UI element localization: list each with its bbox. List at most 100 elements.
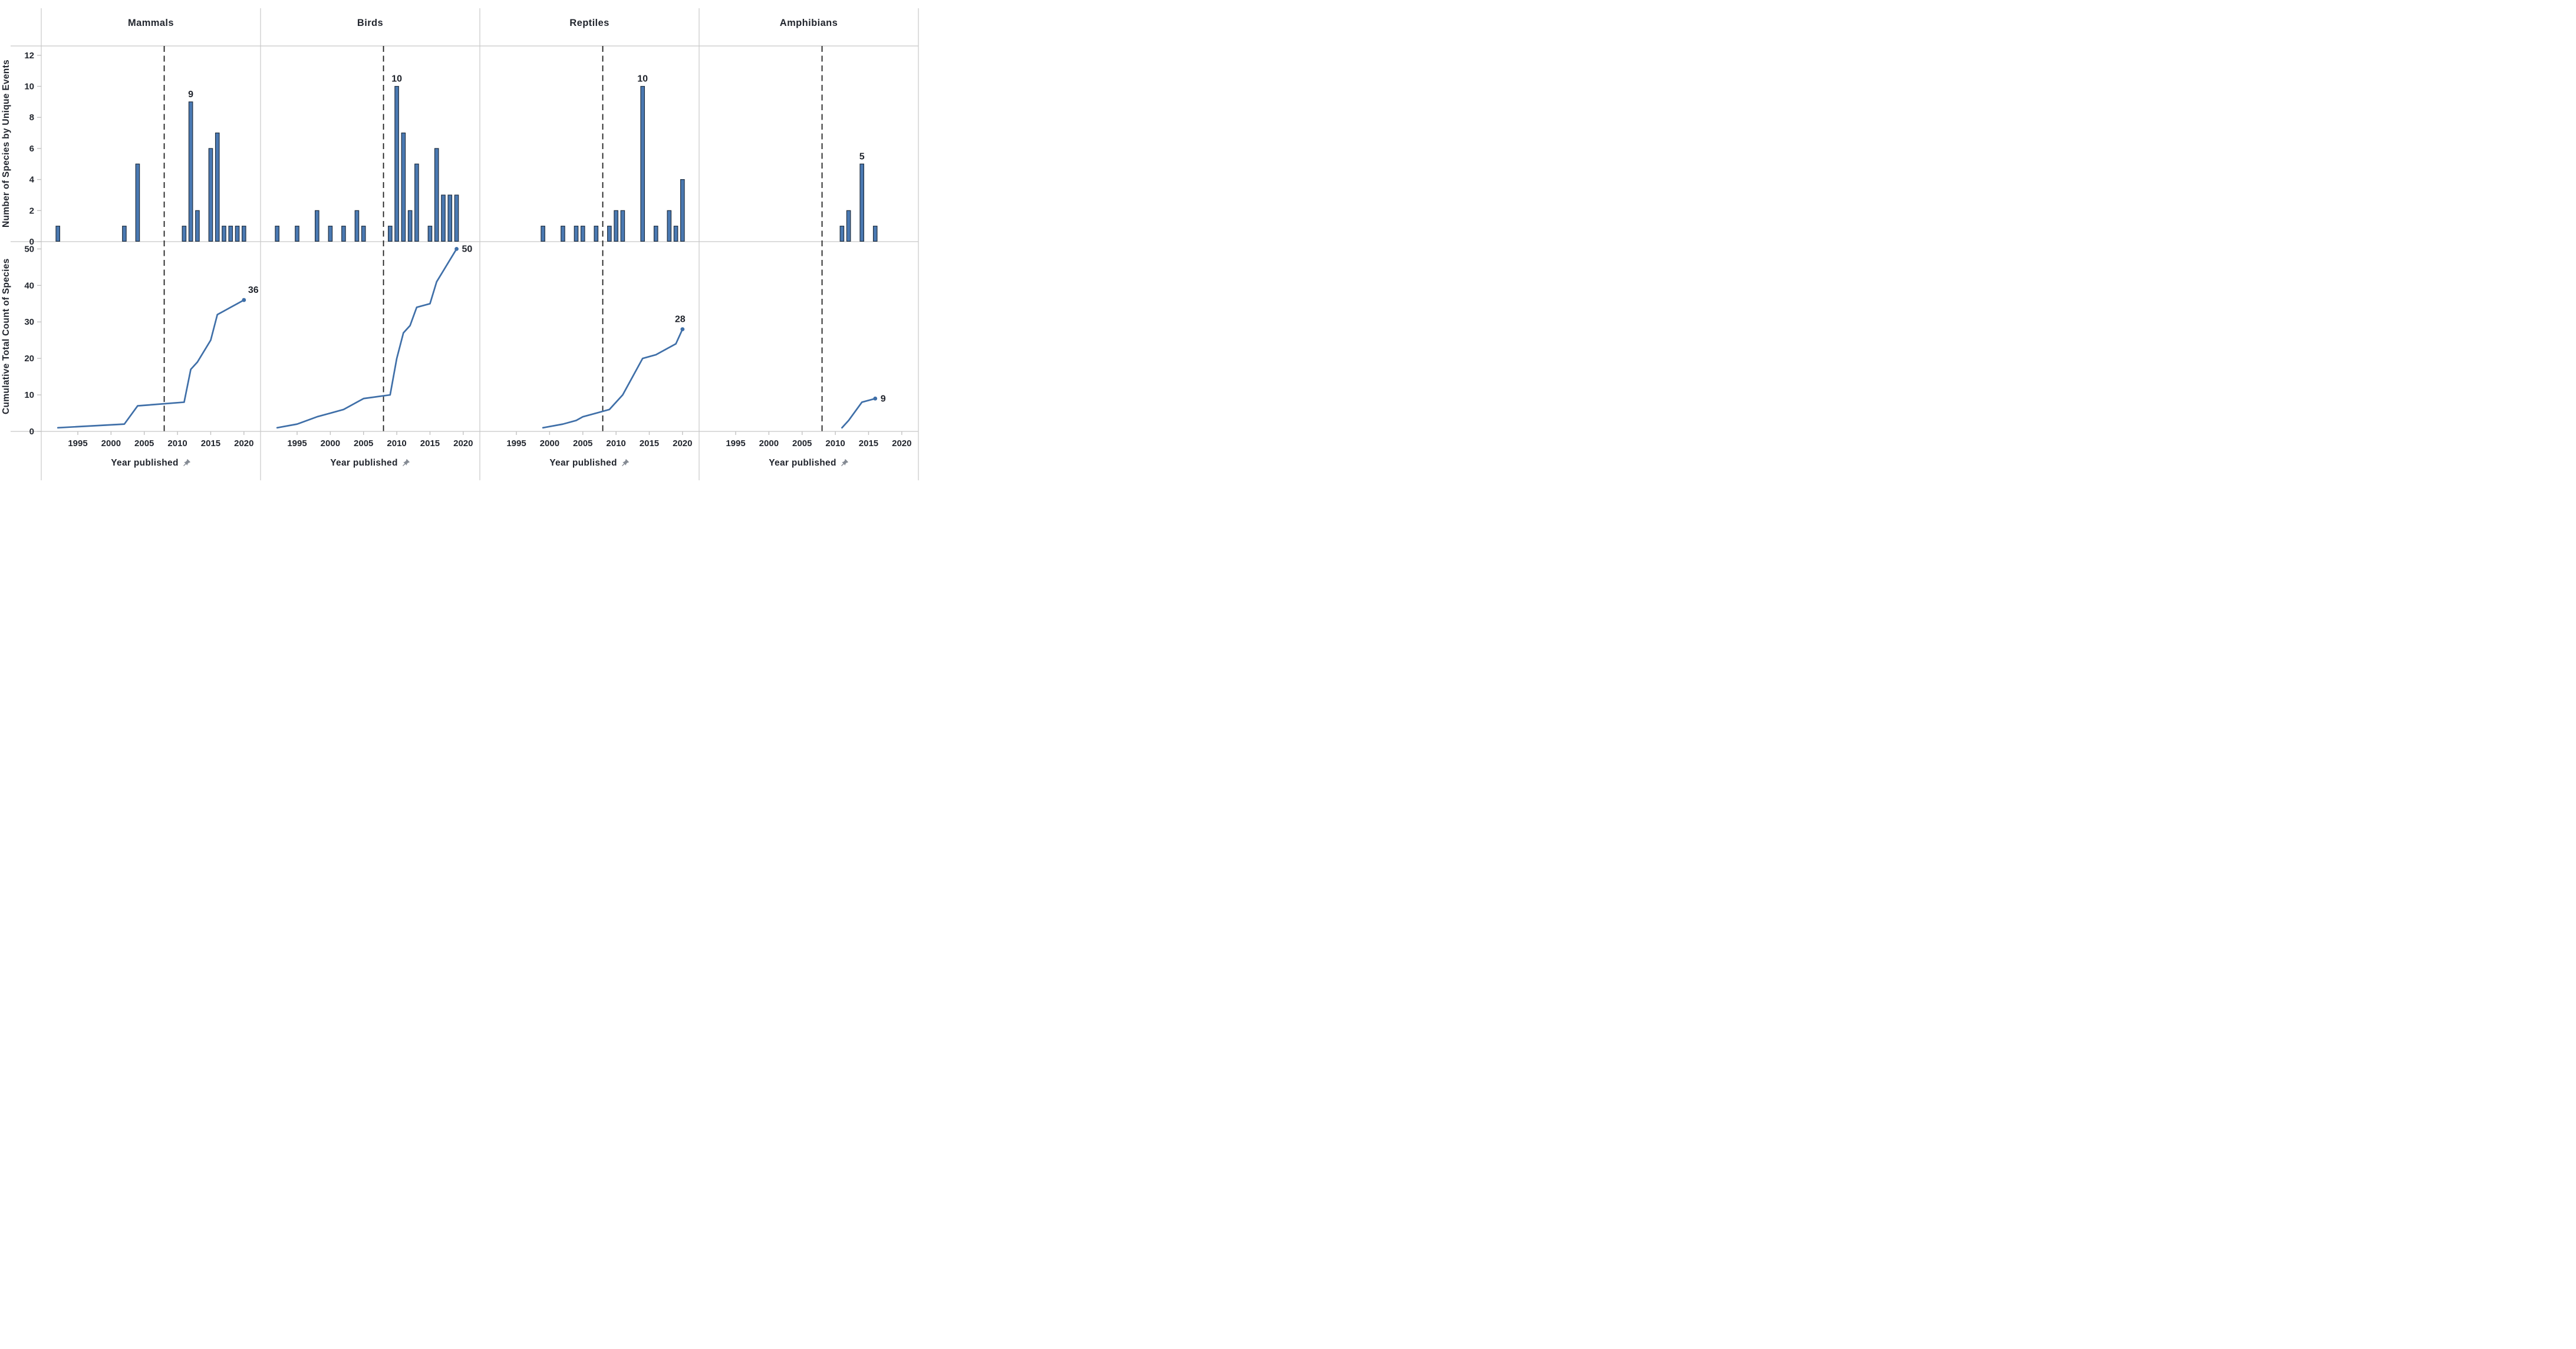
bar[interactable] [594, 226, 599, 242]
x-tick-label: 1995 [68, 438, 87, 448]
x-tick-label: 2000 [540, 438, 559, 448]
bar[interactable] [315, 210, 319, 242]
bar[interactable] [561, 226, 565, 242]
column-title-mammals: Mammals [127, 18, 174, 28]
bar[interactable] [208, 148, 213, 242]
line-end-value-label: 50 [462, 244, 473, 254]
bar[interactable] [454, 194, 459, 242]
bar[interactable] [361, 226, 366, 242]
bar-value-label: 5 [859, 151, 865, 161]
bar[interactable] [447, 194, 453, 242]
x-tick-label: 2015 [859, 438, 878, 448]
x-axis-title: Year published [480, 456, 699, 470]
bar[interactable] [846, 210, 851, 242]
bar[interactable] [667, 210, 672, 242]
bar[interactable] [614, 210, 618, 242]
x-axis-title-text: Year published [549, 458, 617, 468]
y-tick-label: 2 [29, 206, 34, 216]
bar[interactable] [394, 85, 399, 242]
line-end-value-label: 28 [675, 315, 686, 325]
y-tick-label: 12 [24, 51, 34, 61]
bar[interactable] [653, 226, 658, 242]
line-end-dot[interactable] [454, 246, 459, 251]
x-tick-label: 1995 [726, 438, 745, 448]
bar[interactable] [859, 163, 864, 242]
bar[interactable] [407, 210, 413, 242]
bar[interactable] [182, 226, 187, 242]
cumulative-line[interactable] [841, 397, 877, 429]
x-tick-label: 2005 [354, 438, 373, 448]
bar[interactable] [222, 226, 226, 242]
x-tick-label: 2020 [892, 438, 911, 448]
bar[interactable] [574, 226, 579, 242]
bar[interactable] [55, 226, 60, 242]
cumulative-line[interactable] [57, 299, 245, 429]
bar[interactable] [839, 226, 845, 242]
x-tick-label: 1995 [506, 438, 526, 448]
bar[interactable] [275, 226, 279, 242]
bar[interactable] [235, 226, 240, 242]
x-tick-label: 2005 [134, 438, 154, 448]
bar[interactable] [328, 226, 333, 242]
bar[interactable] [434, 148, 439, 242]
column-title-amphibians: Amphibians [779, 18, 838, 28]
line-end-dot[interactable] [242, 298, 246, 302]
bar[interactable] [242, 226, 246, 242]
bar[interactable] [620, 210, 625, 242]
bar[interactable] [673, 226, 678, 242]
cumulative-line[interactable] [542, 328, 684, 429]
x-tick-label: 2005 [792, 438, 812, 448]
y-tick-label: 10 [24, 82, 34, 92]
pin-icon[interactable] [841, 459, 849, 467]
bar[interactable] [388, 226, 393, 242]
line-end-dot[interactable] [873, 396, 878, 401]
bar-value-label: 9 [188, 90, 193, 100]
line-end-value-label: 36 [248, 285, 259, 295]
pin-icon[interactable] [402, 459, 410, 467]
x-tick-label: 2000 [759, 438, 779, 448]
column-title-birds: Birds [357, 18, 384, 28]
bar[interactable] [640, 85, 645, 242]
chart-canvas: 0 2 4 6 8 10 12 0 10 20 30 40 50 1995 2000 2005 2010 2015… [11, 8, 919, 480]
x-tick-label: 2015 [640, 438, 659, 448]
x-tick-label: 2000 [321, 438, 340, 448]
bar[interactable] [188, 101, 193, 242]
cumulative-line[interactable] [276, 248, 457, 429]
y-tick-label: 40 [24, 281, 34, 291]
bar[interactable] [541, 226, 545, 242]
bar[interactable] [295, 226, 299, 242]
bar[interactable] [607, 226, 612, 242]
bar[interactable] [341, 226, 346, 242]
bar[interactable] [401, 132, 406, 242]
x-axis-title: Year published [261, 456, 480, 470]
bar[interactable] [680, 179, 685, 242]
line-end-dot[interactable] [680, 327, 685, 332]
y-tick-label: 8 [29, 113, 34, 123]
bar[interactable] [195, 210, 200, 242]
x-axis-title-text: Year published [111, 458, 179, 468]
bar[interactable] [228, 226, 233, 242]
x-tick-label: 2010 [167, 438, 187, 448]
x-tick-label: 2005 [573, 438, 592, 448]
bar[interactable] [122, 226, 127, 242]
bar[interactable] [441, 194, 446, 242]
bar[interactable] [414, 163, 419, 242]
y-tick-label: 4 [29, 175, 35, 185]
pin-icon[interactable] [621, 459, 630, 467]
bar[interactable] [135, 163, 140, 242]
y-tick-label: 0 [29, 427, 34, 437]
bar[interactable] [354, 210, 360, 242]
bar[interactable] [580, 226, 585, 242]
y-tick-label: 20 [24, 354, 34, 364]
bar[interactable] [215, 132, 220, 242]
bar[interactable] [427, 226, 433, 242]
column-title-reptiles: Reptiles [569, 18, 610, 28]
bar[interactable] [872, 226, 878, 242]
line-end-value-label: 9 [881, 394, 886, 404]
pin-icon[interactable] [183, 459, 191, 467]
x-axis-title: Year published [41, 456, 261, 470]
x-axis-title-text: Year published [769, 458, 836, 468]
x-tick-label: 2020 [453, 438, 473, 448]
x-tick-label: 2000 [101, 438, 121, 448]
x-tick-label: 2020 [673, 438, 692, 448]
